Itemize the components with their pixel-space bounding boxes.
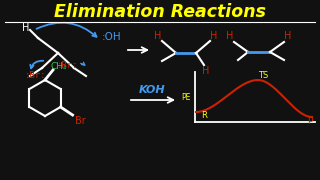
FancyArrowPatch shape [81,62,85,65]
Text: H: H [284,31,292,41]
Text: TS: TS [258,71,268,80]
Text: H: H [22,23,30,33]
Text: KOH: KOH [139,85,165,95]
Text: R: R [201,111,207,120]
Text: CH₃: CH₃ [51,62,67,71]
Text: Elimination Reactions: Elimination Reactions [54,3,266,21]
Text: H: H [226,31,234,41]
Text: H: H [202,66,210,76]
FancyArrowPatch shape [36,23,96,37]
Text: :OH: :OH [102,32,122,42]
Text: P: P [307,118,313,127]
Text: :Br:: :Br: [57,60,79,69]
FancyArrowPatch shape [30,61,43,68]
Text: :Br:: :Br: [25,71,47,80]
Text: H: H [210,31,218,41]
Text: H: H [154,31,162,41]
Text: Br: Br [75,116,86,126]
Text: PE: PE [182,93,191,102]
